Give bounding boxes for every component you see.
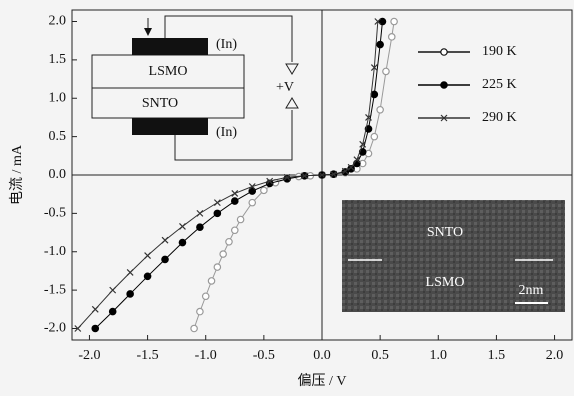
data-point bbox=[110, 287, 116, 293]
legend-label: 190 K bbox=[482, 44, 517, 59]
data-point bbox=[389, 34, 395, 40]
legend-label: 290 K bbox=[482, 110, 517, 125]
data-point bbox=[226, 239, 232, 245]
y-tick-label: -1.0 bbox=[44, 244, 66, 259]
data-point bbox=[232, 227, 238, 233]
data-point bbox=[232, 198, 238, 204]
x-tick-label: 1.5 bbox=[488, 348, 506, 363]
y-tick-label: 0.0 bbox=[49, 167, 67, 182]
y-tick-label: -0.5 bbox=[44, 206, 66, 221]
legend-marker bbox=[441, 49, 447, 55]
x-axis-label: 偏压 / V bbox=[298, 373, 347, 389]
data-point bbox=[214, 210, 220, 216]
data-point bbox=[208, 278, 214, 284]
x-tick-label: 1.0 bbox=[430, 348, 448, 363]
data-point bbox=[127, 291, 133, 297]
data-point bbox=[237, 216, 243, 222]
data-point bbox=[145, 253, 151, 259]
data-point bbox=[261, 187, 267, 193]
data-point bbox=[377, 107, 383, 113]
bias-label: +V bbox=[276, 80, 294, 95]
scale-label: 2nm bbox=[519, 283, 544, 298]
y-tick-label: 1.5 bbox=[49, 52, 67, 67]
data-point bbox=[179, 239, 185, 245]
data-point bbox=[109, 308, 115, 314]
data-point bbox=[371, 133, 377, 139]
data-point bbox=[249, 199, 255, 205]
data-point bbox=[197, 210, 203, 216]
layer-label: LSMO bbox=[149, 64, 188, 79]
bias-symbol bbox=[286, 98, 298, 108]
data-point bbox=[383, 68, 389, 74]
data-point bbox=[197, 308, 203, 314]
image-label: SNTO bbox=[427, 225, 463, 240]
data-point bbox=[214, 264, 220, 270]
chart: 偏压 / V 电流 / mA LSMO SNTO (In) (In) +V SN… bbox=[0, 0, 574, 396]
data-point bbox=[197, 224, 203, 230]
layer-label: SNTO bbox=[142, 96, 178, 111]
x-tick-label: -1.0 bbox=[195, 348, 217, 363]
y-tick-label: -1.5 bbox=[44, 282, 66, 297]
y-axis-label: 电流 / mA bbox=[9, 144, 25, 205]
image-label: LSMO bbox=[426, 275, 465, 290]
x-tick-label: 2.0 bbox=[546, 348, 564, 363]
bias-symbol bbox=[286, 64, 298, 74]
inset-image: SNTO LSMO 2nm bbox=[342, 200, 565, 312]
y-tick-label: 1.0 bbox=[49, 90, 67, 105]
data-point bbox=[371, 91, 377, 97]
data-point bbox=[127, 269, 133, 275]
data-point bbox=[92, 325, 98, 331]
y-tick-label: 0.5 bbox=[49, 129, 67, 144]
data-point bbox=[214, 200, 220, 206]
data-point bbox=[391, 18, 397, 24]
arrow-head bbox=[144, 28, 152, 36]
data-point bbox=[203, 293, 209, 299]
data-point bbox=[377, 41, 383, 47]
inset-schematic: LSMO SNTO (In) (In) +V bbox=[92, 16, 298, 160]
legend-marker bbox=[441, 82, 447, 88]
data-point bbox=[191, 325, 197, 331]
contact-label: (In) bbox=[216, 125, 237, 140]
x-tick-label: -0.5 bbox=[253, 348, 275, 363]
x-tick-label: -1.5 bbox=[136, 348, 158, 363]
contact-label: (In) bbox=[216, 37, 237, 52]
x-tick-label: -2.0 bbox=[78, 348, 100, 363]
data-point bbox=[162, 237, 168, 243]
data-point bbox=[162, 256, 168, 262]
contact bbox=[132, 38, 208, 55]
data-point bbox=[144, 273, 150, 279]
data-point bbox=[232, 190, 238, 196]
data-point bbox=[179, 223, 185, 229]
y-tick-label: -2.0 bbox=[44, 321, 66, 336]
legend-label: 225 K bbox=[482, 77, 517, 92]
data-point bbox=[92, 306, 98, 312]
x-tick-label: 0.0 bbox=[313, 348, 331, 363]
x-tick-label: 0.5 bbox=[371, 348, 389, 363]
y-tick-label: 2.0 bbox=[49, 14, 67, 29]
contact bbox=[132, 118, 208, 135]
data-point bbox=[220, 251, 226, 257]
